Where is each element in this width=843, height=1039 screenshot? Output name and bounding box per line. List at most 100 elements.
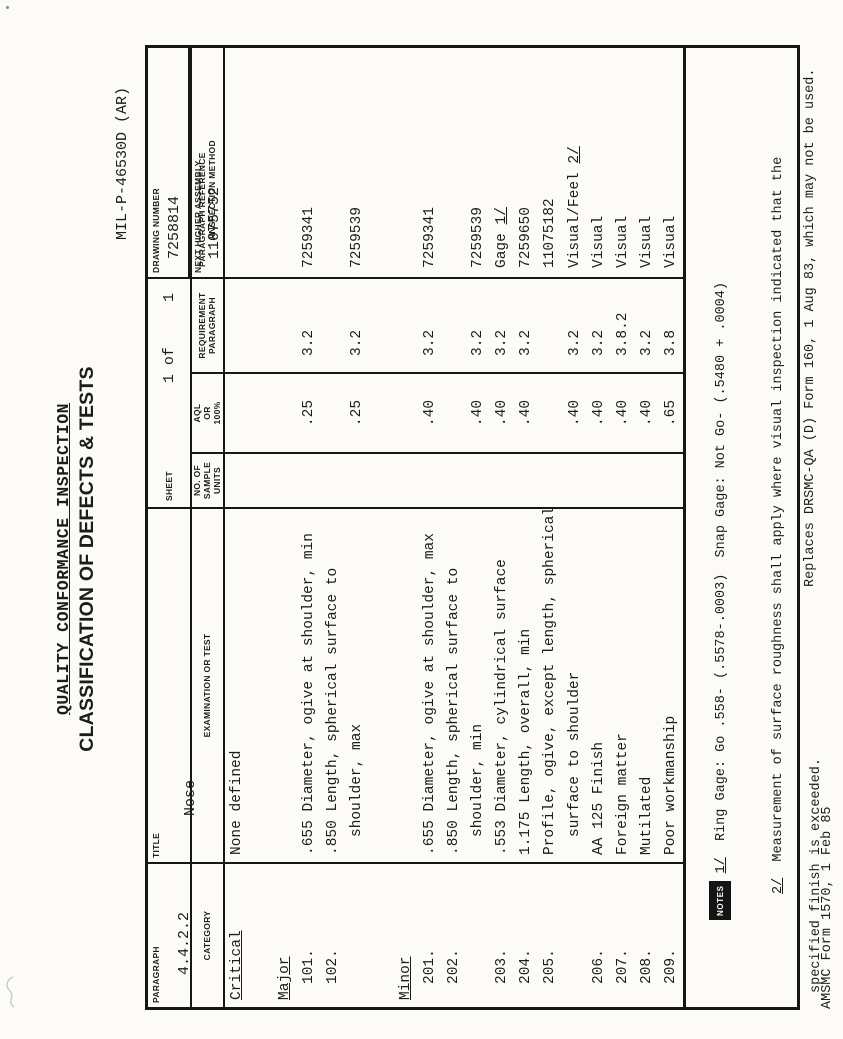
- category-cell-line-11: 203.: [490, 864, 514, 1007]
- category-text: 201.: [421, 949, 438, 984]
- aql-cell-line-5: .25: [349, 399, 366, 427]
- title-label: TITLE: [151, 832, 161, 858]
- reference-cell-line-11: Gage 1/: [494, 207, 511, 268]
- examination-cell-line-17: Mutilated: [638, 776, 655, 855]
- category-cell-line-13: 205.: [538, 864, 562, 1007]
- note-2-text: Measurement of surface roughness shall a…: [771, 156, 787, 878]
- drawing-number-value: 7258814: [166, 195, 183, 259]
- defects-table: PARAGRAPH 4.4.2.2 TITLE Nose SHEET 1 of …: [145, 45, 827, 1010]
- aql-column: .25 .25 .40 .40 .40 .40 .40 .40 .40 .40 .65: [224, 372, 684, 452]
- examination-cell-line-13: Profile, ogive, except length, spherical: [542, 507, 559, 855]
- category-text: Major: [276, 956, 293, 1000]
- aql-cell-line-0: [225, 374, 249, 452]
- reference-cell-line-4: [321, 48, 345, 277]
- sample-units-cell-line-0: [225, 454, 249, 507]
- requirement-cell-line-0: [225, 279, 249, 372]
- sample-units-cell-line-11: [490, 454, 514, 507]
- sample-units-cell-line-1: [249, 454, 273, 507]
- aql-cell-line-6: [369, 374, 393, 452]
- next-higher-assembly-label: NEXT HIGHER ASSEMBLY: [193, 160, 203, 273]
- form-id: AMSMC Form 1570, 1 Feb 85: [820, 806, 835, 1009]
- drawing-number-cell: DRAWING NUMBER 7258814: [148, 48, 190, 277]
- aql-cell-line-10: .40: [469, 399, 486, 427]
- requirement-cell-line-1: [249, 279, 273, 372]
- aql-cell-line-7: [394, 374, 418, 452]
- examination-cell-line-6: [369, 509, 393, 862]
- examination-cell-line-18: Poor workmanship: [663, 715, 680, 855]
- table-body: Critical Major 101. 102. Minor 201. 202. 203. 20…: [222, 48, 684, 1007]
- category-cell-line-0: Critical: [225, 864, 249, 1007]
- category-text: 205.: [542, 949, 559, 984]
- sample-units-cell-line-17: [635, 454, 659, 507]
- category-cell-line-15: 206.: [587, 864, 611, 1007]
- reference-cell-line-7: [394, 48, 418, 277]
- category-cell-line-1: [249, 864, 273, 1007]
- reference-cell-line-18: Visual: [663, 215, 680, 268]
- category-text: Minor: [397, 956, 414, 1000]
- sheet-value: 1 of: [160, 347, 178, 384]
- sample-units-column: [224, 452, 684, 507]
- examination-cell-line-15: AA 125 Finish: [590, 741, 607, 855]
- sample-units-cell-line-12: [514, 454, 538, 507]
- examination-cell-line-7: [394, 509, 418, 862]
- examination-cell-line-2: [273, 509, 297, 862]
- requirement-cell-line-6: [369, 279, 393, 372]
- footnote-mark: 2/: [566, 146, 583, 164]
- category-cell-line-4: 102.: [321, 864, 345, 1007]
- table-header-band: PARAGRAPH 4.4.2.2 TITLE Nose SHEET 1 of …: [148, 48, 223, 1007]
- category-cell-line-6: [369, 864, 393, 1007]
- reference-cell-line-12: 7259650: [518, 207, 535, 268]
- drawing-block: DRAWING NUMBER 7258814 NEXT HIGHER ASSEM…: [148, 48, 223, 277]
- reference-cell-line-6: [369, 48, 393, 277]
- examination-cell-line-14: surface to shoulder: [566, 671, 583, 837]
- column-header-aql: AQL OR 100%: [192, 372, 223, 452]
- sample-units-cell-line-8: [418, 454, 442, 507]
- category-text: Critical: [228, 930, 245, 1000]
- requirement-cell-line-5: 3.2: [349, 329, 366, 356]
- form-title-line2: CLASSIFICATION OF DEFECTS & TESTS: [76, 366, 98, 752]
- sheet-total: 1: [160, 293, 178, 303]
- category-text: 208.: [638, 949, 655, 984]
- category-cell-line-5: [345, 864, 369, 1007]
- category-text: 209.: [663, 949, 680, 984]
- aql-cell-line-18: .65: [663, 399, 680, 427]
- aql-cell-line-12: .40: [518, 399, 535, 427]
- examination-cell-line-9: .850 Length, spherical surface to: [445, 567, 462, 855]
- form-title-line1: QUALITY CONFORMANCE INSPECTION: [54, 402, 73, 716]
- examination-cell-line-11: .553 Diameter, cylindrical surface: [494, 559, 511, 855]
- category-text: 202.: [445, 949, 462, 984]
- reference-column: 7259341 7259539 7259341 7259539 Gage 1/72596…: [225, 48, 684, 277]
- paragraph-cell: PARAGRAPH 4.4.2.2: [148, 862, 193, 1007]
- sample-units-cell-line-3: [297, 454, 321, 507]
- examination-cell-line-1: [249, 509, 273, 862]
- requirement-cell-line-16: 3.8.2: [614, 312, 631, 356]
- reference-cell-line-17: Visual: [638, 215, 655, 268]
- requirement-cell-line-2: [273, 279, 297, 372]
- reference-cell-line-10: 7259539: [469, 207, 486, 268]
- aql-cell-line-9: [442, 374, 466, 452]
- aql-cell-line-17: .40: [638, 399, 655, 427]
- category-text: 204.: [518, 949, 535, 984]
- requirement-cell-line-4: [321, 279, 345, 372]
- category-text: 102.: [325, 949, 342, 984]
- sample-units-cell-line-13: [538, 454, 562, 507]
- sample-units-cell-line-16: [611, 454, 635, 507]
- footnote-mark: 1/: [494, 207, 511, 225]
- sample-units-cell-line-9: [442, 454, 466, 507]
- examination-cell-line-3: .655 Diameter, ogive at shoulder, min: [300, 533, 317, 855]
- reference-cell-line-0: [225, 48, 249, 277]
- category-cell-line-2: Major: [273, 864, 297, 1007]
- requirement-cell-line-9: [442, 279, 466, 372]
- category-text: 101.: [300, 949, 317, 984]
- sample-units-cell-line-15: [587, 454, 611, 507]
- requirement-column: 3.2 3.2 3.2 3.2 3.2 3.2 3.2 3.2 3.8.2 3.2 3.8: [224, 277, 684, 372]
- reference-cell-line-5: 7259539: [349, 207, 366, 268]
- requirement-cell-line-14: 3.2: [566, 329, 583, 356]
- reference-cell-line-15: Visual: [590, 215, 607, 268]
- category-cell-line-12: 204.: [514, 864, 538, 1007]
- category-cell-line-17: 208.: [635, 864, 659, 1007]
- aql-cell-line-8: .40: [421, 399, 438, 427]
- category-cell-line-8: 201.: [418, 864, 442, 1007]
